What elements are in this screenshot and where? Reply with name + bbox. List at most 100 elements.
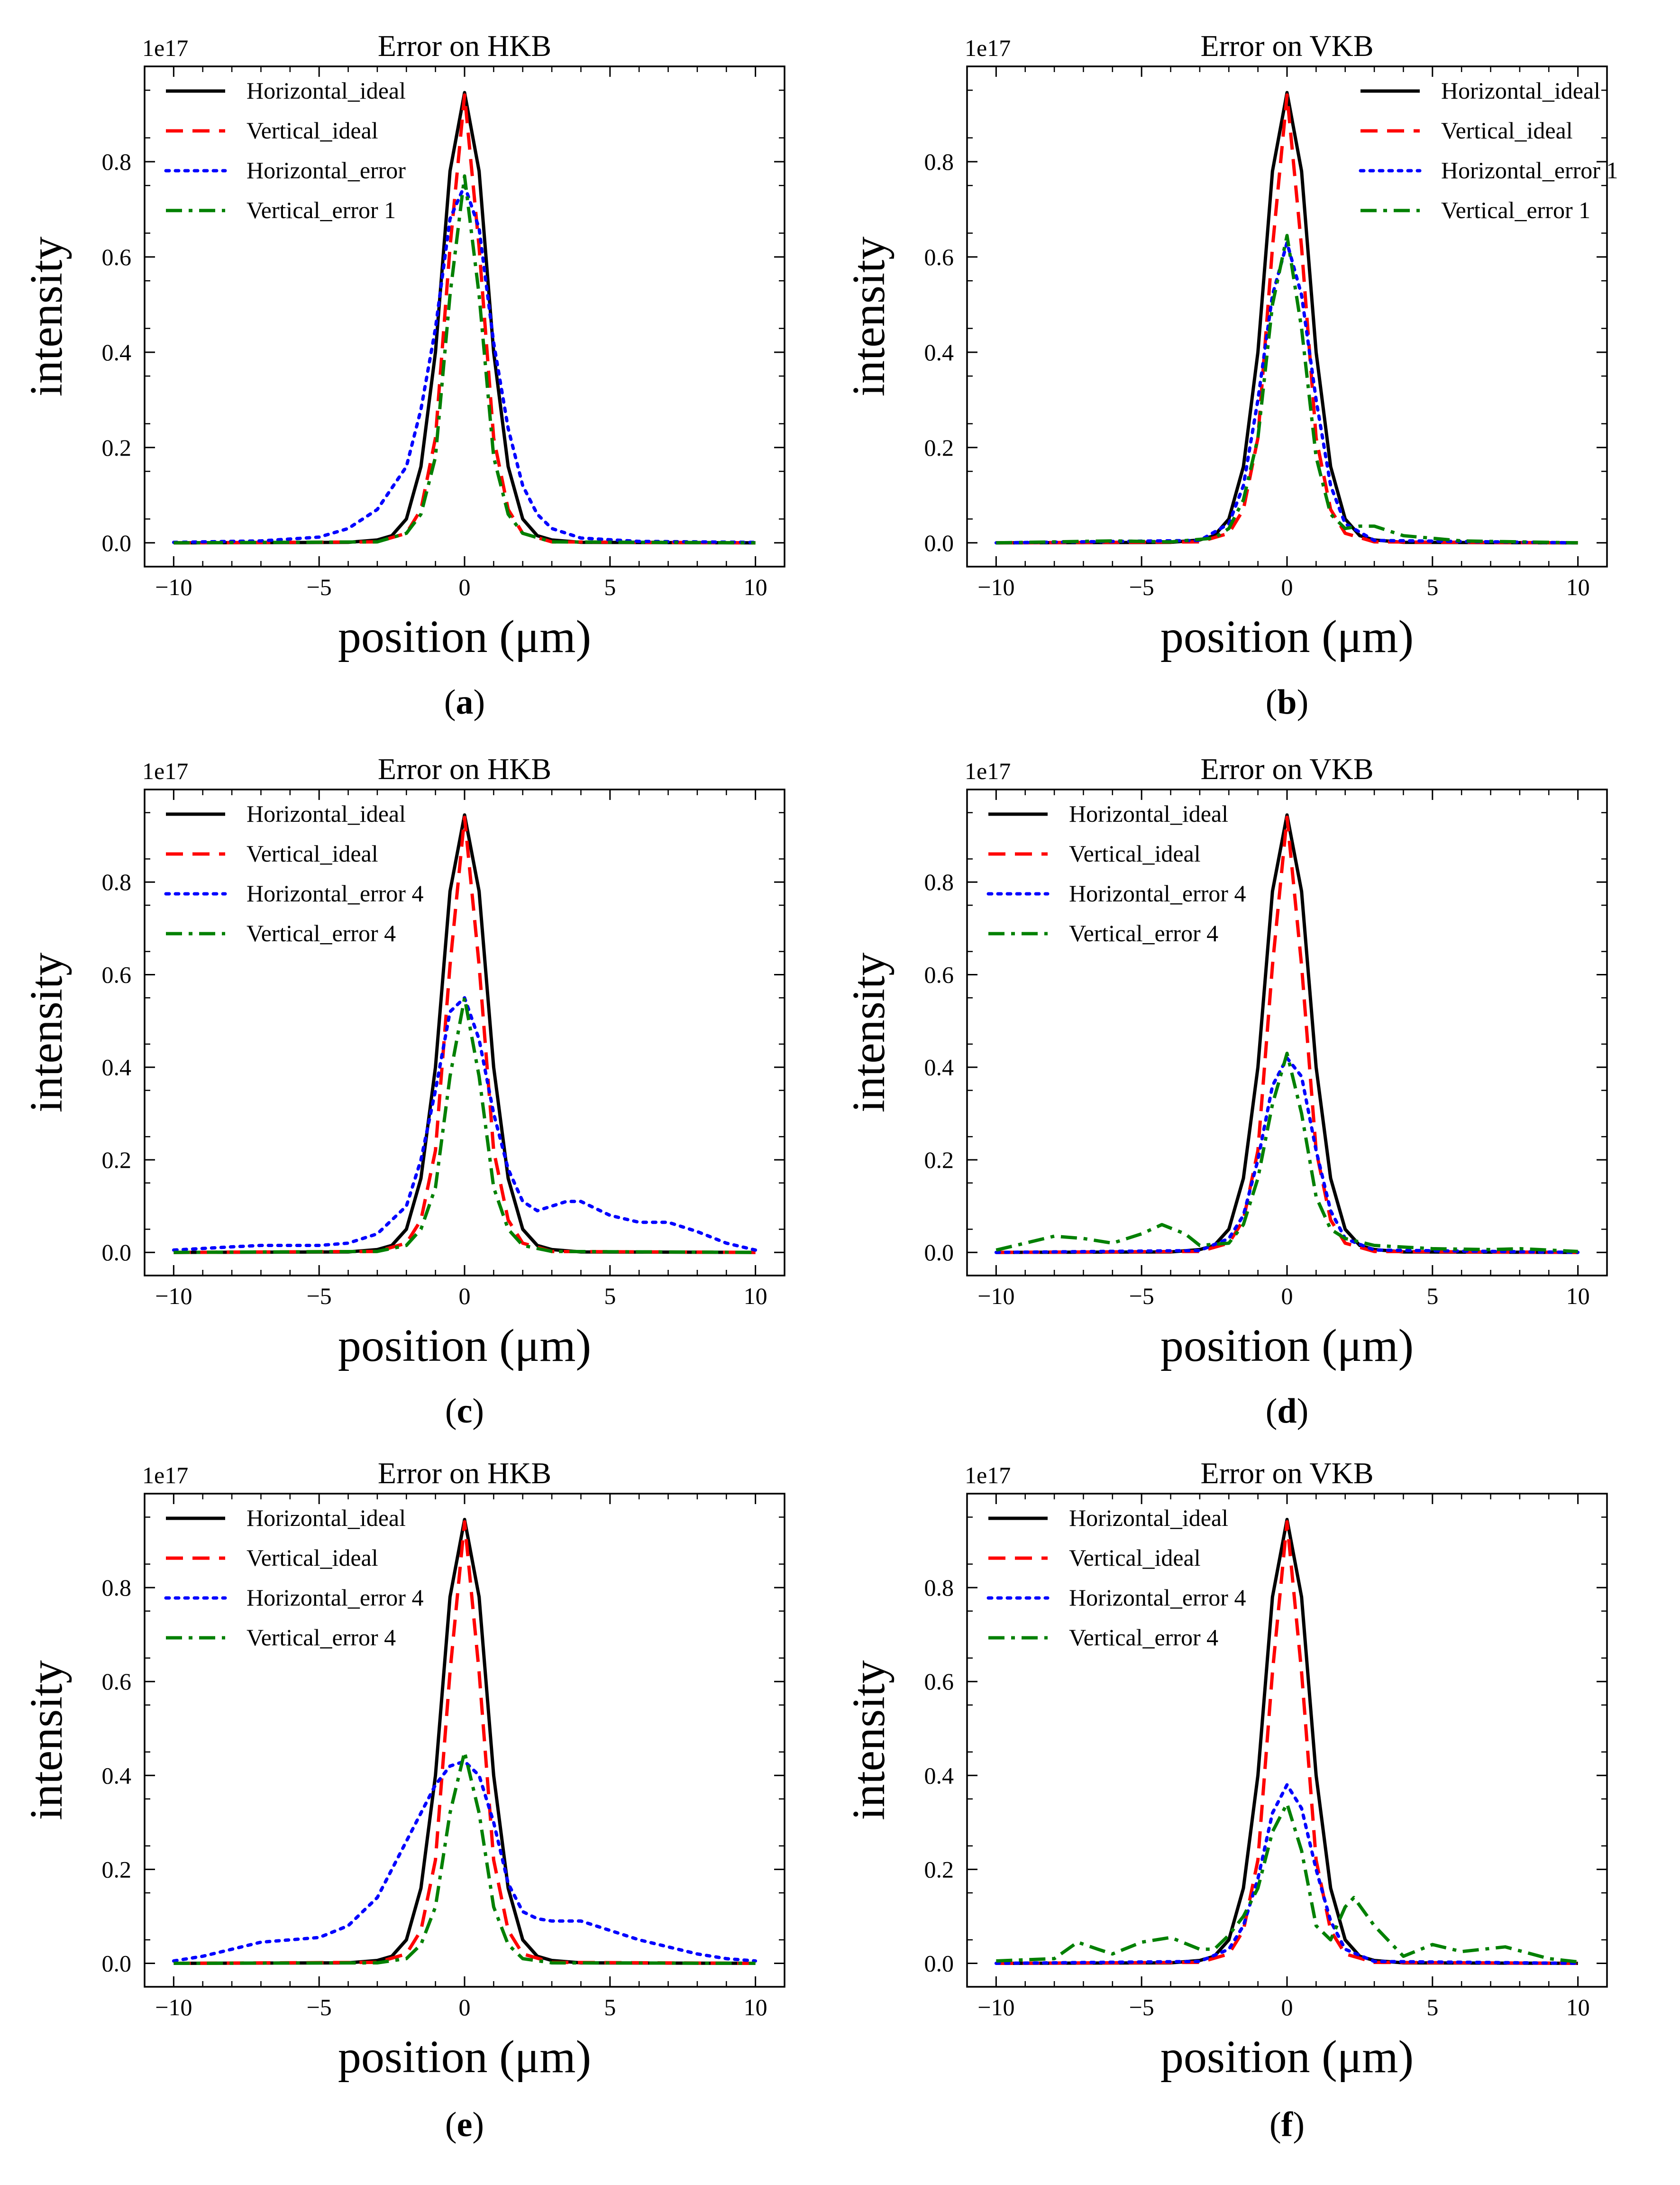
legend: Horizontal_ideal Vertical_ideal Horizontal… xyxy=(986,1505,1246,1651)
y-tick-label: 0.0 xyxy=(924,1950,954,1976)
series-line-2 xyxy=(172,184,758,544)
series-line-3 xyxy=(173,1750,756,1965)
legend-entry: Vertical_error 4 xyxy=(247,920,396,946)
series-line-3 xyxy=(995,1051,1578,1253)
x-tick-label: 10 xyxy=(1566,1283,1590,1309)
series-line-2 xyxy=(172,996,758,1252)
y-tick-label: 0.6 xyxy=(102,1668,132,1695)
series-line-3 xyxy=(173,996,756,1254)
panel-caption: (b) xyxy=(1266,683,1308,722)
series-line-3 xyxy=(173,174,756,545)
series-group xyxy=(994,91,1580,545)
x-tick-label: −5 xyxy=(1129,1283,1154,1309)
legend-entry: Horizontal_error 4 xyxy=(1069,880,1246,907)
chart-title: Error on HKB xyxy=(378,752,551,786)
legend-entry: Vertical_error 1 xyxy=(1441,197,1590,223)
legend-entry: Vertical_ideal xyxy=(247,840,378,867)
y-tick-label: 0.2 xyxy=(924,434,954,461)
series-line-3 xyxy=(996,234,1578,545)
x-tick-label: −5 xyxy=(307,1994,332,2020)
legend-entry: Vertical_error 1 xyxy=(247,197,396,223)
y-tick-label: 0.0 xyxy=(102,530,132,556)
legend: Horizontal_ideal Vertical_ideal Horizontal… xyxy=(1359,77,1618,223)
y-offset-multiplier: 1e17 xyxy=(142,35,188,61)
y-tick-label: 0.8 xyxy=(102,1574,132,1601)
legend-entry: Vertical_ideal xyxy=(247,1544,378,1571)
series-group xyxy=(172,813,758,1254)
series-line-1 xyxy=(996,1520,1578,1965)
y-tick-label: 0.2 xyxy=(102,434,132,461)
legend-entry: Vertical_ideal xyxy=(247,117,378,144)
x-tick-label: −10 xyxy=(155,574,192,600)
legend-entry: Vertical_error 4 xyxy=(1069,920,1218,946)
y-axis-label: intensity xyxy=(21,1660,72,1820)
x-tick-label: 5 xyxy=(1426,1283,1438,1309)
legend-entry: Horizontal_error 4 xyxy=(1069,1584,1246,1611)
chart-title: Error on HKB xyxy=(378,1456,551,1490)
y-tick-label: 0.6 xyxy=(924,244,954,270)
x-tick-label: −5 xyxy=(1129,574,1154,600)
x-tick-label: −10 xyxy=(155,1994,192,2020)
legend-entry: Horizontal_ideal xyxy=(1441,77,1600,104)
y-tick-label: 0.6 xyxy=(102,244,132,270)
y-offset-multiplier: 1e17 xyxy=(965,1462,1011,1488)
series-line-1 xyxy=(996,816,1578,1254)
legend-entry: Vertical_ideal xyxy=(1069,1544,1201,1571)
y-tick-label: 0.0 xyxy=(102,1950,132,1976)
y-tick-label: 0.2 xyxy=(102,1147,132,1173)
x-tick-label: 10 xyxy=(1566,574,1590,600)
series-group xyxy=(172,1518,758,1965)
series-line-2 xyxy=(994,1056,1580,1254)
legend-entry: Horizontal_ideal xyxy=(247,1505,406,1531)
y-axis-label: intensity xyxy=(843,953,895,1113)
y-tick-label: 0.8 xyxy=(924,148,954,175)
x-axis-label: position (μm) xyxy=(1160,611,1414,662)
x-axis-label: position (μm) xyxy=(338,2031,591,2083)
caption-paren-open: ( xyxy=(1269,2105,1281,2144)
legend-entry: Vertical_error 4 xyxy=(1069,1624,1218,1651)
y-tick-label: 0.6 xyxy=(924,1668,954,1695)
x-tick-label: 5 xyxy=(604,1994,616,2020)
caption-paren-close: ) xyxy=(1293,2105,1305,2144)
panel-caption: (a) xyxy=(444,683,485,722)
y-tick-label: 0.8 xyxy=(102,869,132,895)
series-line-1 xyxy=(173,816,756,1254)
y-tick-label: 0.4 xyxy=(102,1762,132,1789)
x-tick-label: −5 xyxy=(307,574,332,600)
x-tick-label: 5 xyxy=(604,574,616,600)
chart-title: Error on VKB xyxy=(1201,29,1374,63)
caption-paren-open: ( xyxy=(445,1392,457,1431)
y-tick-label: 0.4 xyxy=(102,339,132,366)
x-tick-label: −10 xyxy=(977,1283,1014,1309)
x-tick-label: 0 xyxy=(459,574,471,600)
y-offset-multiplier: 1e17 xyxy=(965,35,1011,61)
caption-letter: e xyxy=(457,2105,473,2144)
y-offset-multiplier: 1e17 xyxy=(142,1462,188,1488)
chart-title: Error on VKB xyxy=(1201,752,1374,786)
y-tick-label: 0.0 xyxy=(102,1239,132,1266)
series-line-2 xyxy=(994,241,1580,545)
caption-letter: f xyxy=(1281,2105,1294,2144)
series-group xyxy=(172,91,758,545)
legend-entry: Horizontal_ideal xyxy=(1069,800,1228,827)
panel-caption: (f) xyxy=(1269,2105,1305,2144)
chart-panel-e: Error on HKB 1e17 −10 −5 0 5 10 0.0 0.2 0.4 0.6 0.8… xyxy=(21,1456,785,2144)
plot-frame xyxy=(144,65,785,568)
legend-entry: Horizontal_error 1 xyxy=(1441,157,1618,184)
legend-entry: Vertical_ideal xyxy=(1069,840,1201,867)
y-tick-label: 0.2 xyxy=(924,1856,954,1882)
series-line-1 xyxy=(996,93,1578,545)
x-tick-label: 0 xyxy=(1281,1994,1293,2020)
caption-paren-close: ) xyxy=(1297,683,1309,722)
y-tick-label: 0.0 xyxy=(924,1239,954,1266)
caption-paren-close: ) xyxy=(1297,1392,1309,1431)
plot-frame xyxy=(144,1493,785,1988)
caption-paren-close: ) xyxy=(472,1392,484,1431)
y-axis-label: intensity xyxy=(21,237,72,397)
y-tick-label: 0.8 xyxy=(102,148,132,175)
caption-paren-open: ( xyxy=(1266,1392,1278,1431)
caption-letter: b xyxy=(1277,683,1297,722)
series-group xyxy=(994,813,1580,1254)
plot-frame xyxy=(144,789,785,1276)
x-tick-label: 10 xyxy=(744,1994,767,2020)
